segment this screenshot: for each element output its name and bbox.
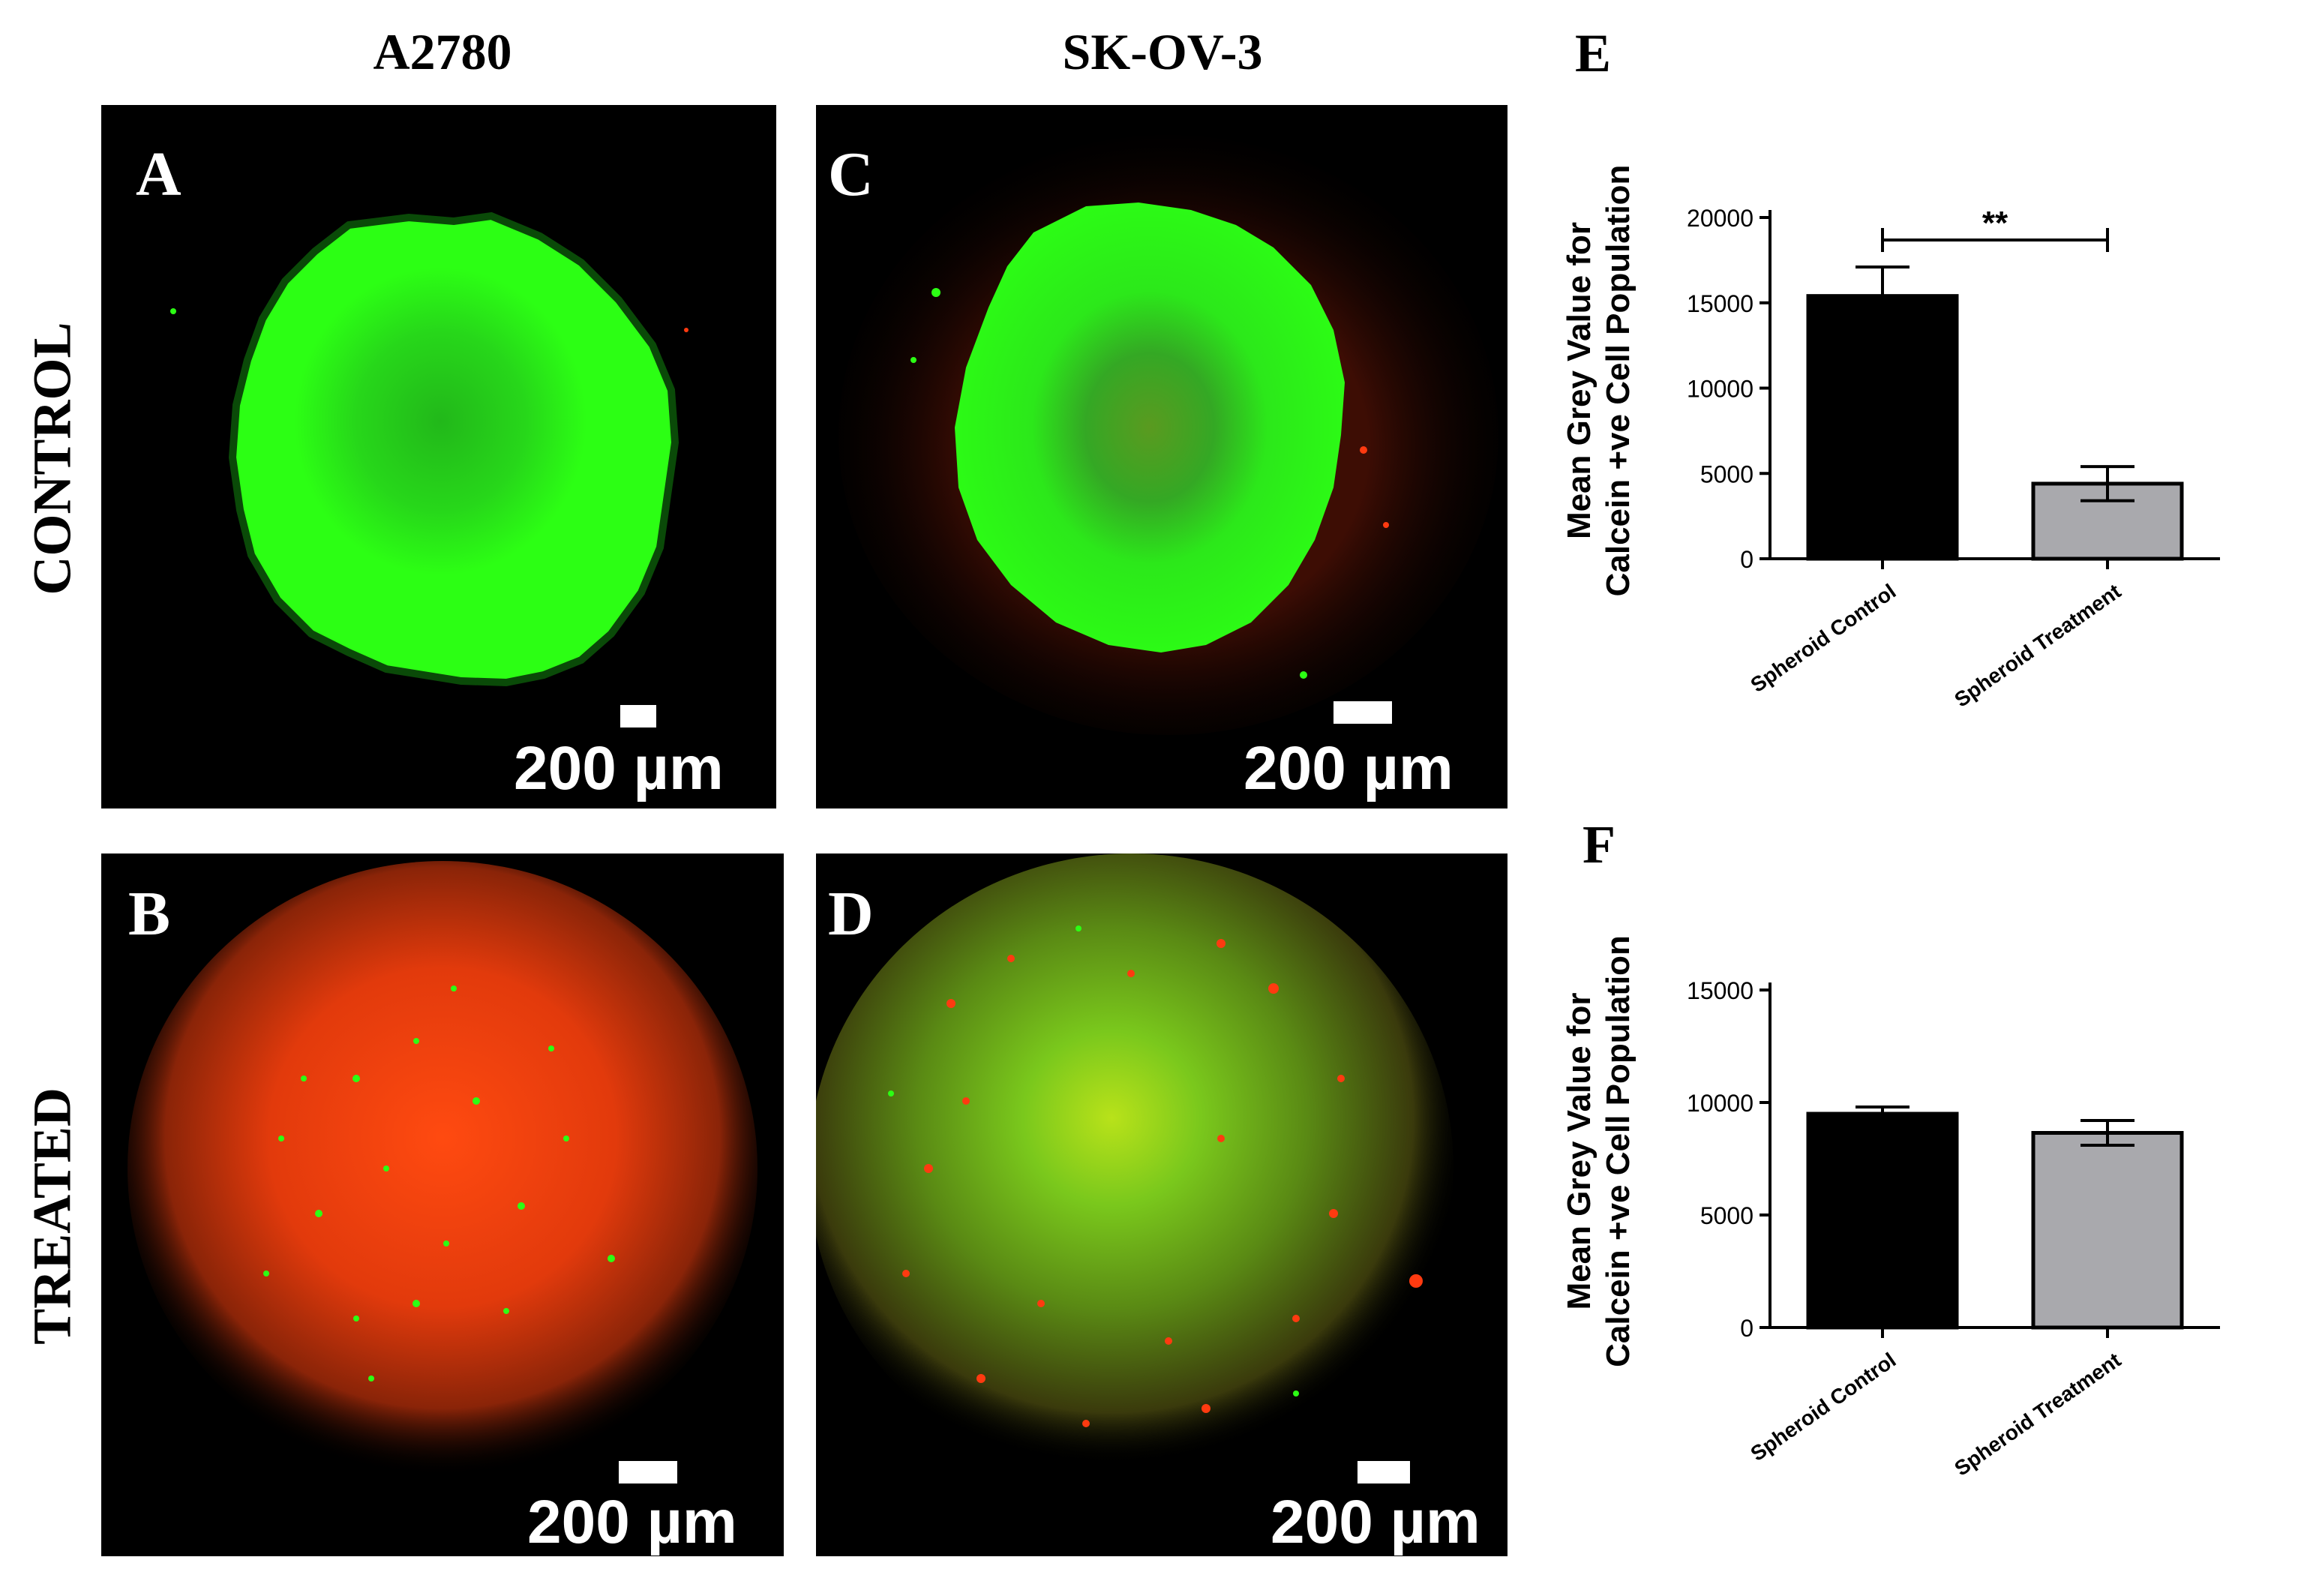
y-tick-label: 15000 (1687, 977, 1754, 1004)
y-tick-label: 15000 (1687, 290, 1754, 317)
bar-chart-e: Mean Grey Value for Calcein +ve Cell Popu… (1561, 165, 2220, 712)
bar-control (1806, 1112, 1959, 1330)
column-title-a2780: A2780 (373, 23, 512, 80)
scale-label-d: 200 µm (1270, 1488, 1480, 1556)
x-tick-label: Spheroid Control (1746, 1348, 1900, 1466)
figure-letter-e: E (1575, 23, 1612, 83)
scale-label-a: 200 µm (514, 734, 724, 802)
scale-label-b: 200 µm (527, 1488, 737, 1556)
micrograph-panel-a: A 200 µm (101, 105, 776, 808)
y-tick-label: 10000 (1687, 1090, 1754, 1117)
y-axis-label: Mean Grey Value for (1561, 992, 1598, 1310)
y-tick-label: 5000 (1700, 460, 1754, 488)
spheroid-image-c (838, 135, 1498, 735)
micrograph-panel-b: B 200 µm (101, 854, 784, 1556)
micrograph-panel-d: D 200 µm (816, 854, 1508, 1556)
significance-label: ** (1982, 205, 2008, 242)
bar-treatment (2031, 1131, 2184, 1330)
panel-letter-a: A (136, 140, 182, 209)
scale-bar-a (620, 705, 656, 728)
row-title-control: CONTROL (22, 322, 82, 596)
y-tick-label: 5000 (1700, 1202, 1754, 1229)
bar-control (1806, 294, 1959, 561)
x-tick-label: Spheroid Treatment (1950, 580, 2125, 712)
bar-chart-f: Mean Grey Value for Calcein +ve Cell Popu… (1561, 935, 2220, 1480)
x-tick-label: Spheroid Treatment (1950, 1348, 2125, 1480)
scale-label-c: 200 µm (1244, 734, 1454, 802)
spheroid-image-a (170, 212, 688, 687)
y-tick-label: 10000 (1687, 376, 1754, 403)
micrograph-panel-c: C 200 µm (816, 105, 1508, 808)
spheroid-image-b (128, 861, 758, 1476)
x-tick-label: Spheroid Control (1746, 580, 1900, 698)
figure-letter-f: F (1582, 814, 1616, 874)
scale-bar-b (619, 1461, 677, 1484)
y-axis-label: Calcein +ve Cell Population (1600, 165, 1636, 597)
panel-letter-c: C (828, 140, 874, 209)
y-axis-label: Calcein +ve Cell Population (1600, 935, 1636, 1367)
y-tick-label: 0 (1740, 1315, 1754, 1342)
scale-bar-d (1358, 1461, 1410, 1484)
scale-bar-c (1334, 701, 1392, 724)
panel-letter-d: D (828, 879, 874, 949)
row-title-treated: TREATED (22, 1088, 82, 1345)
y-axis-label: Mean Grey Value for (1561, 222, 1598, 539)
y-tick-label: 0 (1740, 546, 1754, 573)
y-tick-label: 20000 (1687, 205, 1754, 232)
panel-letter-b: B (128, 879, 171, 949)
spheroid-image-d (816, 854, 1454, 1484)
column-title-skov3: SK-OV-3 (1062, 23, 1263, 80)
